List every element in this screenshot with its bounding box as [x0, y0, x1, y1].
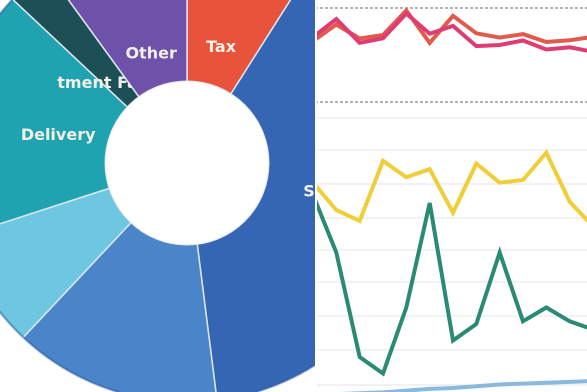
line-chart-panel [315, 0, 587, 392]
series-line [339, 379, 587, 392]
slice-label: Other [125, 44, 176, 63]
series-line [315, 149, 587, 224]
donut-slice [67, 0, 188, 166]
donut-hole [104, 80, 270, 246]
slice-label: Delivery [21, 125, 96, 144]
slice-label: Tax [206, 37, 237, 56]
slice-label: S [303, 181, 315, 200]
panel-divider [315, 0, 317, 392]
series-line [315, 10, 587, 53]
series-line [315, 7, 587, 47]
donut-chart-panel: Tax S Delivery tment Factor Other [0, 0, 315, 392]
line-chart [315, 0, 587, 392]
series-line [315, 194, 587, 377]
